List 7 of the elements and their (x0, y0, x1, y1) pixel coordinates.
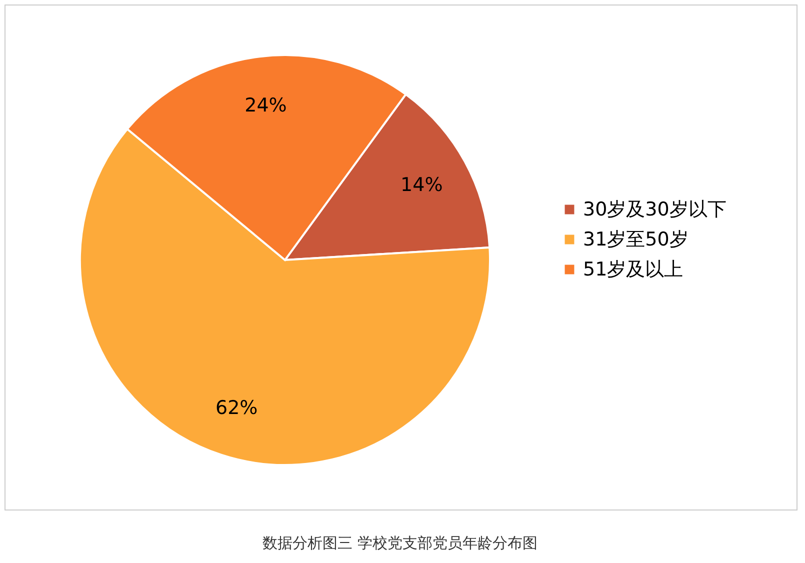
data-label: 14% (400, 174, 443, 196)
legend-label: 51岁及以上 (583, 258, 684, 280)
data-label: 62% (215, 397, 258, 420)
legend-label: 31岁至50岁 (583, 228, 688, 250)
legend-label: 30岁及30岁以下 (583, 198, 726, 220)
text: 数据分析图三 学校党支部党员年龄分布图 (262, 534, 538, 552)
data-label: 24% (244, 94, 287, 116)
